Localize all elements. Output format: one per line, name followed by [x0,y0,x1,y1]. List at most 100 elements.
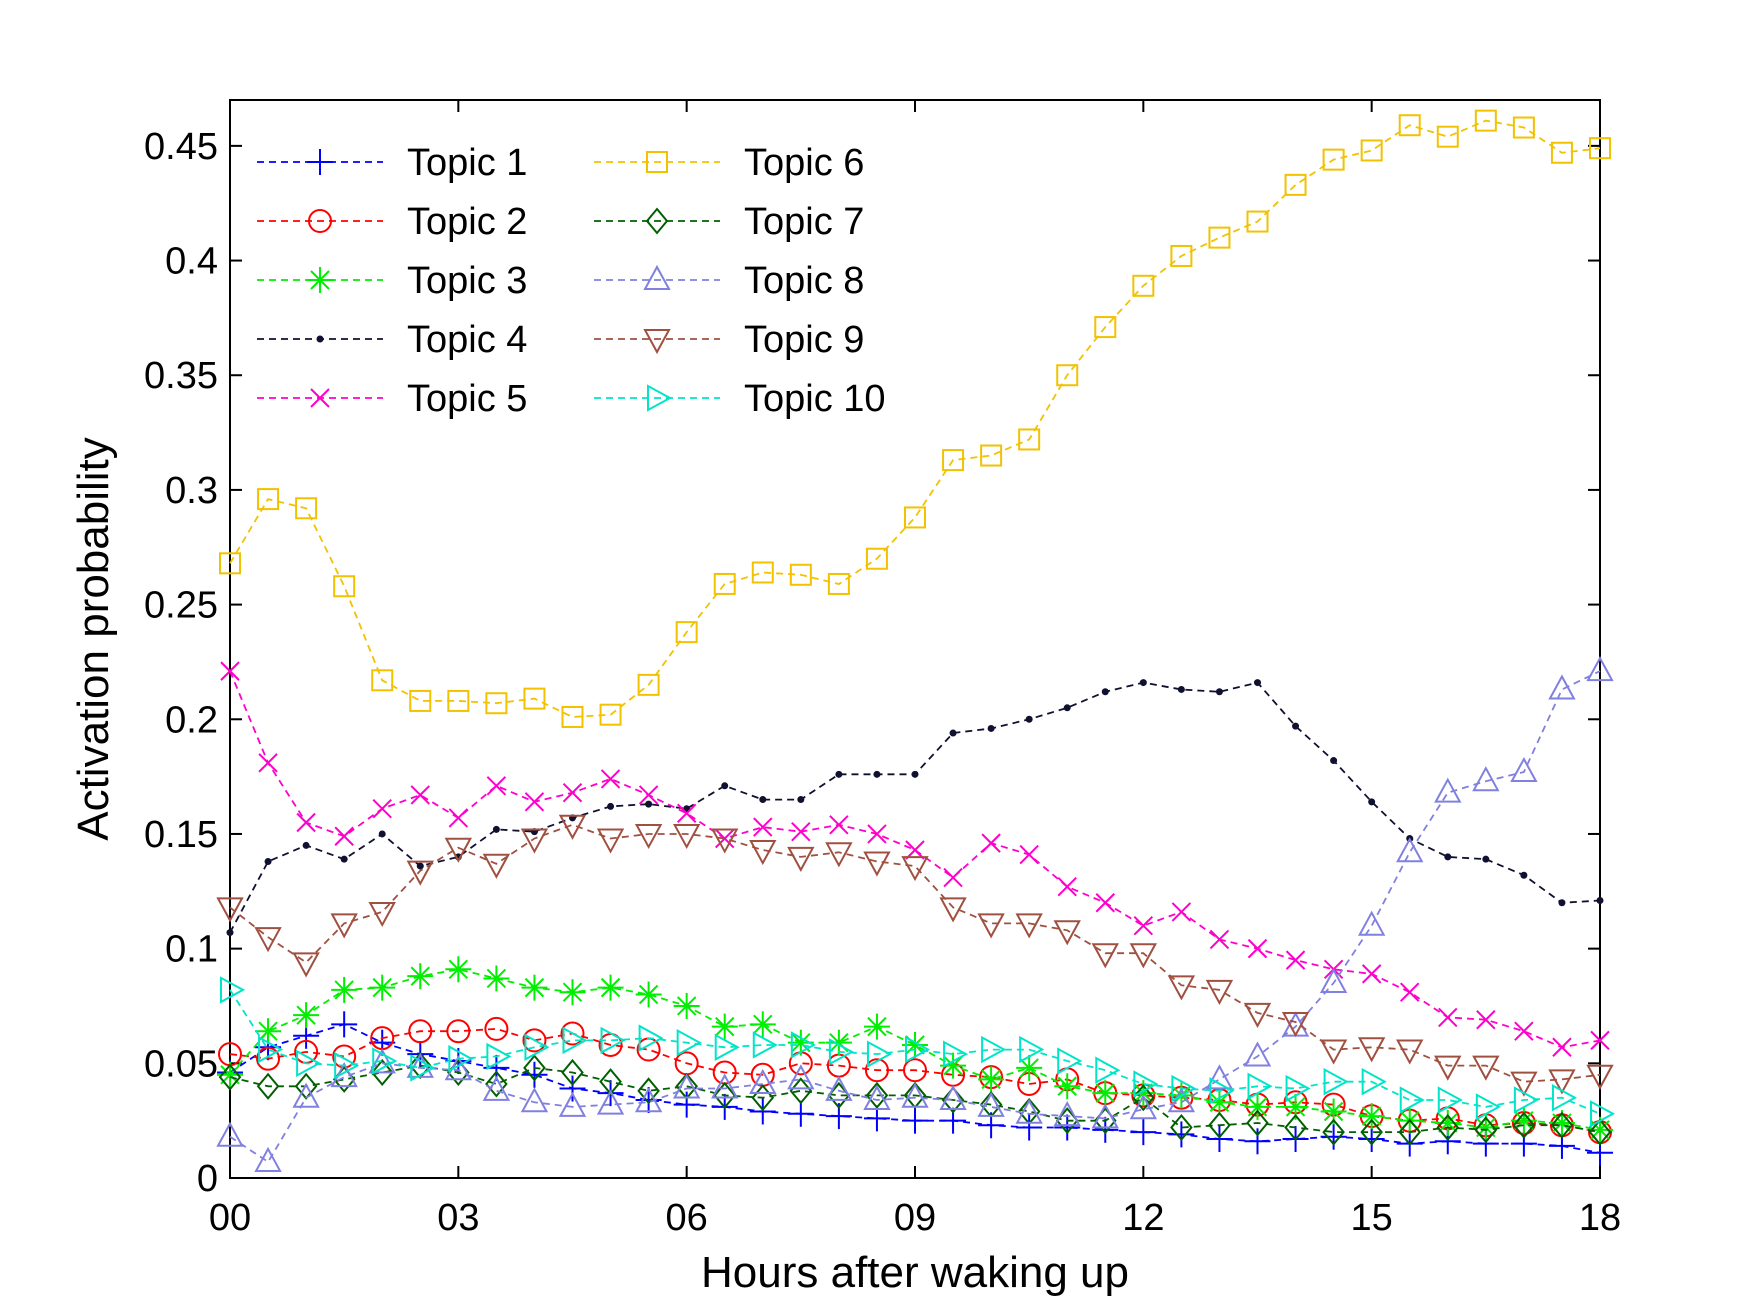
data-point [828,1038,854,1066]
data-point [1206,1126,1233,1153]
data-point [559,1075,586,1102]
data-point [1205,1064,1234,1090]
data-point [1514,1021,1534,1041]
data-point [1057,1047,1083,1075]
data-point [1510,756,1538,783]
legend-item: Topic 4 [257,319,527,361]
legend-item: Topic 5 [257,378,527,420]
data-point [521,974,548,1001]
data-point [1063,704,1071,712]
data-point [1444,853,1452,861]
data-point [1285,1074,1311,1103]
data-point [254,1146,282,1172]
data-point [905,1035,931,1064]
y-tick-label: 0.4 [165,241,218,283]
data-point [416,862,424,870]
data-point [1434,1109,1461,1136]
data-point [524,792,545,812]
data-point [1358,1103,1385,1130]
data-point [331,1011,358,1038]
data-point [254,927,282,953]
data-point [599,703,622,726]
x-tick-label: 06 [666,1197,708,1239]
data-point [905,840,925,860]
data-point [486,776,507,796]
series-line [229,989,1601,1115]
data-point [296,812,316,833]
legend-label: Topic 10 [744,378,886,420]
data-point [1246,1109,1269,1137]
data-point [1360,139,1383,162]
data-point [378,830,386,838]
data-point [646,151,668,173]
data-point [1285,950,1306,970]
data-point [1091,943,1119,969]
legend-item: Topic 8 [594,260,864,302]
data-point [1588,1118,1612,1146]
data-point [829,815,849,835]
x-tick-label: 12 [1122,1197,1164,1239]
data-point [977,1091,1005,1117]
data-point [316,335,324,343]
data-point [1474,109,1497,132]
data-point [292,952,320,978]
data-point [408,1019,433,1044]
data-point [340,855,348,863]
data-point [1322,148,1345,171]
data-point [216,1121,244,1147]
data-point [1548,674,1576,700]
data-point [902,1107,928,1134]
data-point [1358,1126,1385,1153]
legend-label: Topic 1 [407,142,527,184]
data-point [1590,1030,1610,1051]
data-point [1018,428,1041,451]
data-point [294,1072,318,1100]
data-point [1056,364,1079,387]
data-point [258,1035,284,1064]
data-point [597,974,624,1001]
data-point [751,561,774,584]
data-point [448,808,469,828]
data-point [1436,125,1459,148]
data-point [1548,1069,1576,1095]
data-point [1320,1098,1347,1125]
data-point [1053,920,1081,946]
legend-label: Topic 6 [744,142,864,184]
data-point [256,1046,281,1071]
data-point [638,785,659,805]
data-point [1139,679,1147,687]
data-point [676,803,697,824]
data-point [1170,1113,1193,1142]
data-point [939,1084,967,1111]
data-point [1168,1121,1195,1148]
data-point [1472,766,1500,792]
data-point [483,965,510,992]
data-point [1167,975,1196,1001]
data-point [1170,244,1193,267]
data-point [1171,1074,1197,1103]
data-point [292,1082,320,1108]
data-point [1434,1055,1462,1081]
data-point [600,769,621,789]
data-point [787,846,815,872]
data-point [1476,1010,1496,1030]
data-point [1205,979,1234,1006]
x-tick-label: 09 [894,1197,936,1239]
data-point [1551,1084,1578,1112]
data-point [1472,1055,1500,1081]
data-point [645,800,653,808]
data-point [981,1035,1007,1064]
data-point [1247,1072,1273,1100]
series-line [229,670,1601,1164]
data-point [562,782,583,803]
y-tick-label: 0.3 [165,470,218,512]
data-point [1323,1067,1349,1096]
data-point [1513,1086,1539,1114]
data-point [258,753,278,773]
data-point [371,669,394,692]
data-point [1550,141,1573,164]
data-point [1319,1039,1348,1065]
data-point [715,828,735,849]
data-point [596,1089,625,1115]
y-tick-label: 0.2 [165,699,218,741]
